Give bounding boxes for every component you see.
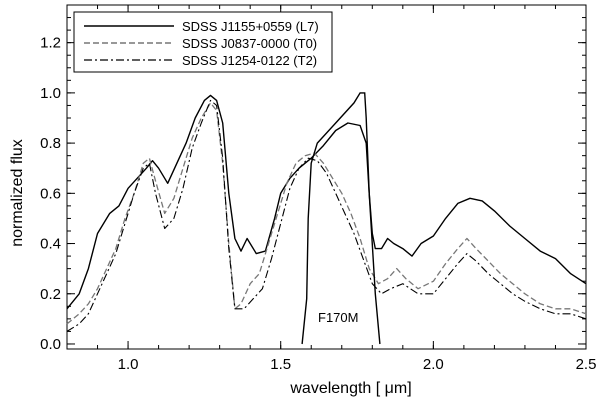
- y-tick-label: 0.8: [40, 135, 61, 152]
- y-tick-label: 0.0: [40, 336, 61, 353]
- series-line-3: [66, 99, 587, 332]
- filter-layer: [301, 92, 381, 345]
- x-axis-label: wavelength [ μm]: [289, 380, 411, 397]
- y-tick-label: 0.2: [40, 286, 61, 303]
- y-tick-label: 1.0: [40, 85, 61, 102]
- x-tick-label: 2.5: [576, 356, 597, 373]
- x-tick-label: 1.5: [270, 356, 291, 373]
- y-tick-label: 0.6: [40, 185, 61, 202]
- series-line-1: [66, 94, 587, 310]
- x-tick-label: 2.0: [423, 356, 444, 373]
- legend-label-3: SDSS J1254-0122 (T2): [182, 53, 317, 68]
- legend-label-2: SDSS J0837-0000 (T0): [182, 36, 317, 51]
- plot-frame: [66, 4, 587, 350]
- series-layer: [66, 94, 587, 332]
- x-tick-label: 1.0: [118, 356, 139, 373]
- legend-box: [73, 11, 333, 73]
- filter-curve: [301, 92, 381, 345]
- y-tick-label: 0.4: [40, 236, 61, 253]
- legend: SDSS J1155+0559 (L7) SDSS J0837-0000 (T0…: [73, 11, 333, 73]
- series-line-2: [66, 102, 587, 325]
- filter-label: F170M: [318, 310, 358, 325]
- y-axis-label: normalized flux: [9, 139, 26, 247]
- y-tick-label: 1.2: [40, 35, 61, 52]
- legend-label-1: SDSS J1155+0559 (L7): [182, 19, 319, 34]
